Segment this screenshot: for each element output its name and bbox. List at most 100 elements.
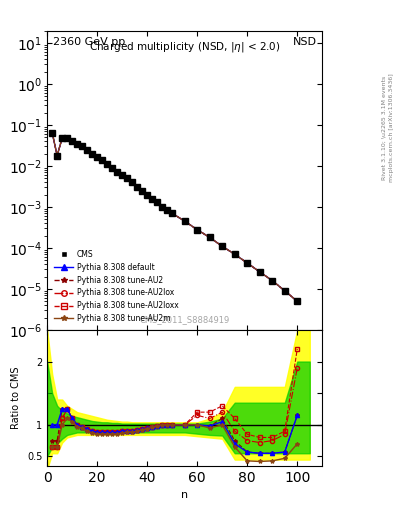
- Pythia 8.308 tune-AU2m: [155, 199, 160, 205]
- Pythia 8.308 tune-AU2loxx: [75, 141, 79, 147]
- Pythia 8.308 tune-AU2lox: [283, 288, 287, 294]
- Pythia 8.308 default: [232, 251, 237, 258]
- Pythia 8.308 tune-AU2lox: [165, 207, 169, 213]
- Pythia 8.308 tune-AU2m: [270, 278, 275, 284]
- Pythia 8.308 default: [150, 196, 154, 202]
- CMS: [270, 278, 275, 284]
- Text: Charged multiplicity (NSD, $|\eta|$ < 2.0): Charged multiplicity (NSD, $|\eta|$ < 2.…: [89, 40, 281, 54]
- Pythia 8.308 tune-AU2loxx: [165, 207, 169, 213]
- CMS: [220, 243, 224, 249]
- Pythia 8.308 tune-AU2: [135, 184, 140, 190]
- CMS: [110, 165, 114, 171]
- Pythia 8.308 tune-AU2loxx: [65, 135, 70, 141]
- Pythia 8.308 tune-AU2: [145, 191, 150, 198]
- Pythia 8.308 tune-AU2m: [85, 146, 90, 153]
- Pythia 8.308 default: [155, 199, 160, 205]
- Pythia 8.308 tune-AU2m: [257, 269, 262, 275]
- Pythia 8.308 tune-AU2loxx: [145, 191, 150, 198]
- Pythia 8.308 tune-AU2m: [145, 191, 150, 198]
- CMS: [135, 184, 140, 190]
- Pythia 8.308 default: [182, 218, 187, 224]
- Pythia 8.308 tune-AU2: [150, 196, 154, 202]
- Pythia 8.308 tune-AU2m: [80, 143, 84, 150]
- CMS: [120, 172, 125, 178]
- Pythia 8.308 tune-AU2: [70, 138, 75, 144]
- Pythia 8.308 tune-AU2m: [170, 210, 174, 217]
- Pythia 8.308 tune-AU2loxx: [110, 165, 114, 171]
- Pythia 8.308 default: [165, 207, 169, 213]
- Pythia 8.308 tune-AU2: [125, 175, 130, 181]
- Pythia 8.308 tune-AU2lox: [60, 135, 64, 141]
- Pythia 8.308 tune-AU2loxx: [160, 204, 165, 210]
- Pythia 8.308 tune-AU2: [160, 204, 165, 210]
- Pythia 8.308 tune-AU2m: [105, 161, 110, 167]
- Pythia 8.308 tune-AU2m: [160, 204, 165, 210]
- Pythia 8.308 tune-AU2: [100, 157, 105, 163]
- Pythia 8.308 tune-AU2lox: [75, 141, 79, 147]
- Pythia 8.308 tune-AU2lox: [85, 146, 90, 153]
- Pythia 8.308 tune-AU2lox: [100, 157, 105, 163]
- Pythia 8.308 tune-AU2: [50, 130, 55, 136]
- Pythia 8.308 default: [125, 175, 130, 181]
- Pythia 8.308 tune-AU2lox: [50, 130, 55, 136]
- Pythia 8.308 tune-AU2lox: [125, 175, 130, 181]
- CMS: [208, 234, 212, 241]
- CMS: [60, 135, 64, 141]
- Pythia 8.308 default: [110, 165, 114, 171]
- Pythia 8.308 default: [208, 234, 212, 241]
- Pythia 8.308 default: [100, 157, 105, 163]
- Pythia 8.308 tune-AU2loxx: [208, 234, 212, 241]
- Pythia 8.308 tune-AU2loxx: [220, 243, 224, 249]
- Pythia 8.308 tune-AU2m: [50, 130, 55, 136]
- Pythia 8.308 tune-AU2: [90, 151, 95, 157]
- Pythia 8.308 tune-AU2lox: [245, 260, 250, 266]
- CMS: [160, 204, 165, 210]
- CMS: [155, 199, 160, 205]
- CMS: [100, 157, 105, 163]
- Pythia 8.308 tune-AU2m: [125, 175, 130, 181]
- Pythia 8.308 tune-AU2loxx: [55, 153, 59, 159]
- Pythia 8.308 tune-AU2lox: [55, 153, 59, 159]
- CMS: [105, 161, 110, 167]
- Pythia 8.308 tune-AU2: [115, 169, 119, 176]
- Line: Pythia 8.308 tune-AU2: Pythia 8.308 tune-AU2: [50, 131, 299, 303]
- Pythia 8.308 tune-AU2: [220, 243, 224, 249]
- Pythia 8.308 tune-AU2: [245, 260, 250, 266]
- CMS: [145, 191, 150, 198]
- Pythia 8.308 tune-AU2: [95, 154, 99, 160]
- Pythia 8.308 default: [270, 278, 275, 284]
- Pythia 8.308 tune-AU2lox: [170, 210, 174, 217]
- CMS: [50, 130, 55, 136]
- CMS: [65, 135, 70, 141]
- Pythia 8.308 tune-AU2lox: [70, 138, 75, 144]
- Pythia 8.308 tune-AU2: [165, 207, 169, 213]
- Pythia 8.308 tune-AU2m: [135, 184, 140, 190]
- Pythia 8.308 tune-AU2: [270, 278, 275, 284]
- Pythia 8.308 default: [65, 135, 70, 141]
- Pythia 8.308 default: [115, 169, 119, 176]
- Pythia 8.308 tune-AU2m: [220, 243, 224, 249]
- Pythia 8.308 tune-AU2loxx: [50, 130, 55, 136]
- Pythia 8.308 tune-AU2lox: [105, 161, 110, 167]
- Pythia 8.308 default: [135, 184, 140, 190]
- Pythia 8.308 tune-AU2lox: [120, 172, 125, 178]
- Pythia 8.308 tune-AU2loxx: [70, 138, 75, 144]
- Pythia 8.308 tune-AU2: [208, 234, 212, 241]
- Pythia 8.308 default: [75, 141, 79, 147]
- Pythia 8.308 tune-AU2loxx: [90, 151, 95, 157]
- Pythia 8.308 tune-AU2loxx: [182, 218, 187, 224]
- Pythia 8.308 tune-AU2: [60, 135, 64, 141]
- Pythia 8.308 tune-AU2m: [182, 218, 187, 224]
- Pythia 8.308 tune-AU2lox: [90, 151, 95, 157]
- Pythia 8.308 default: [170, 210, 174, 217]
- Pythia 8.308 tune-AU2loxx: [100, 157, 105, 163]
- Pythia 8.308 default: [105, 161, 110, 167]
- Text: 2360 GeV pp: 2360 GeV pp: [53, 37, 125, 47]
- Pythia 8.308 tune-AU2loxx: [257, 269, 262, 275]
- Pythia 8.308 tune-AU2m: [65, 135, 70, 141]
- CMS: [90, 151, 95, 157]
- CMS: [195, 227, 200, 233]
- Pythia 8.308 tune-AU2m: [115, 169, 119, 176]
- Pythia 8.308 tune-AU2lox: [232, 251, 237, 258]
- Pythia 8.308 tune-AU2lox: [95, 154, 99, 160]
